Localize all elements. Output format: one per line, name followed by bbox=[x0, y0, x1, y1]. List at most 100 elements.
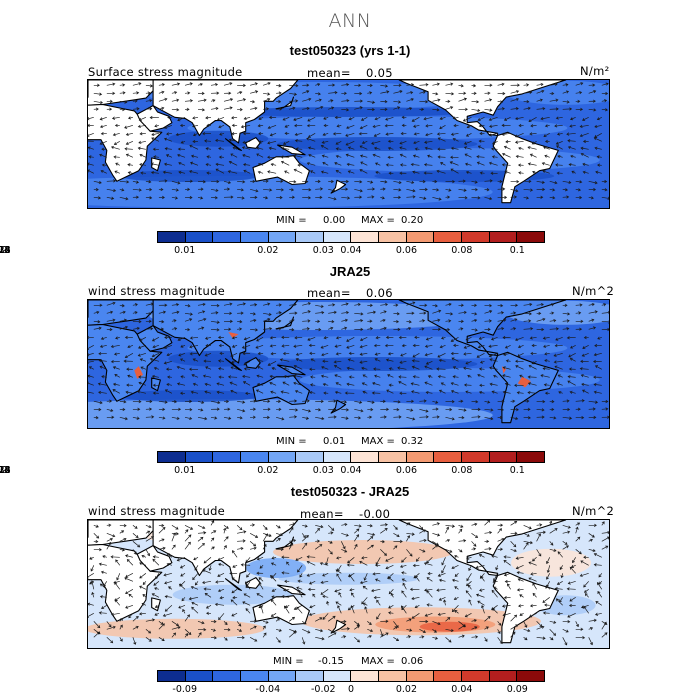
wind-arrow bbox=[323, 391, 329, 395]
wind-arrow bbox=[601, 407, 609, 411]
wind-arrow bbox=[301, 533, 306, 539]
wind-arrow bbox=[492, 608, 498, 614]
wind-arrow bbox=[176, 382, 186, 386]
wind-arrow bbox=[138, 612, 146, 616]
wind-arrow bbox=[193, 556, 199, 561]
wind-arrow bbox=[184, 328, 191, 332]
wind-arrow bbox=[140, 171, 146, 175]
wind-arrow bbox=[458, 97, 468, 102]
wind-arrow bbox=[479, 383, 485, 387]
wind-arrow bbox=[588, 548, 596, 553]
wind-arrow bbox=[210, 416, 218, 420]
wind-arrow bbox=[263, 188, 273, 192]
wind-arrow bbox=[432, 92, 439, 96]
wind-arrow bbox=[210, 628, 217, 632]
panel-1-min-label: MIN = bbox=[276, 215, 307, 226]
wind-arrow bbox=[250, 619, 257, 623]
wind-arrow bbox=[237, 311, 244, 315]
wind-arrow bbox=[528, 364, 537, 370]
wind-arrow bbox=[458, 539, 467, 543]
wind-arrow bbox=[374, 358, 381, 362]
wind-arrow bbox=[139, 153, 147, 158]
wind-arrow bbox=[232, 564, 238, 568]
wind-arrow bbox=[189, 352, 199, 356]
wind-arrow bbox=[119, 637, 123, 642]
wind-arrow bbox=[354, 408, 364, 413]
wind-arrow bbox=[419, 529, 426, 534]
wind-arrow bbox=[164, 595, 172, 599]
wind-arrow bbox=[562, 545, 569, 550]
wind-arrow bbox=[223, 527, 227, 534]
wind-arrow bbox=[510, 195, 518, 199]
wind-arrow bbox=[258, 140, 264, 144]
wind-arrow bbox=[593, 553, 602, 558]
wind-arrow bbox=[359, 344, 368, 349]
wind-arrow bbox=[523, 416, 531, 420]
wind-arrow bbox=[119, 83, 126, 87]
wind-arrow bbox=[237, 180, 246, 184]
wind-arrow bbox=[315, 327, 322, 332]
colorbar-swatch bbox=[158, 452, 186, 462]
wind-vector-field bbox=[88, 301, 609, 421]
wind-arrow bbox=[419, 303, 428, 307]
wind-arrow bbox=[601, 415, 609, 419]
wind-arrow bbox=[367, 544, 374, 550]
wind-arrow bbox=[237, 320, 243, 324]
wind-arrow bbox=[348, 375, 355, 379]
wind-arrow bbox=[163, 162, 172, 166]
wind-arrow bbox=[432, 407, 439, 411]
wind-arrow bbox=[223, 525, 229, 529]
coastline-americas_n bbox=[398, 80, 567, 137]
wind-arrow bbox=[158, 523, 165, 528]
wind-arrow bbox=[562, 541, 568, 545]
wind-arrow bbox=[315, 179, 321, 184]
wind-arrow bbox=[282, 140, 290, 145]
wind-arrow bbox=[348, 116, 355, 121]
wind-arrow bbox=[406, 399, 415, 403]
colorbar-tick-label: 0.16 bbox=[0, 465, 11, 476]
wind-arrow bbox=[601, 196, 609, 200]
wind-arrow bbox=[536, 302, 544, 307]
wind-arrow bbox=[451, 564, 459, 570]
wind-arrow bbox=[267, 360, 277, 366]
wind-arrow bbox=[138, 375, 146, 379]
wind-arrow bbox=[132, 107, 140, 111]
panel-3-title: test050323 - JRA25 bbox=[290, 484, 410, 499]
wind-arrow bbox=[284, 170, 290, 174]
wind-arrow bbox=[346, 382, 355, 386]
wind-arrow bbox=[258, 116, 264, 120]
wind-arrow bbox=[245, 557, 251, 563]
wind-arrow bbox=[93, 326, 102, 330]
wind-arrow bbox=[301, 637, 306, 645]
wind-arrow bbox=[401, 605, 407, 614]
wind-arrow bbox=[308, 153, 316, 158]
wind-arrow bbox=[242, 381, 251, 386]
wind-arrow bbox=[249, 636, 258, 642]
wind-arrow bbox=[401, 123, 407, 127]
wind-arrow bbox=[562, 319, 570, 323]
wind-arrow bbox=[546, 565, 551, 574]
colorbar-tick-label: 0.18 bbox=[0, 465, 11, 476]
wind-arrow bbox=[249, 532, 259, 538]
wind-arrow bbox=[412, 343, 420, 348]
wind-arrow bbox=[588, 627, 594, 631]
wind-arrow bbox=[320, 589, 329, 595]
wind-arrow bbox=[126, 383, 133, 387]
wind-arrow bbox=[276, 188, 284, 192]
wind-arrow bbox=[346, 336, 355, 342]
wind-arrow bbox=[250, 407, 257, 411]
panel-3-map bbox=[87, 519, 610, 649]
colorbar-swatch bbox=[323, 232, 352, 242]
wind-arrow bbox=[497, 528, 502, 534]
colorbar-swatch bbox=[489, 452, 518, 462]
wind-arrow bbox=[497, 399, 505, 403]
wind-arrow bbox=[562, 524, 571, 529]
wind-arrow bbox=[327, 615, 336, 622]
wind-arrow bbox=[575, 180, 583, 184]
wind-arrow bbox=[549, 416, 557, 420]
wind-arrow bbox=[93, 400, 103, 405]
wind-arrow bbox=[132, 188, 142, 192]
wind-arrow bbox=[276, 195, 283, 200]
wind-arrow bbox=[171, 196, 179, 200]
coastline-japan bbox=[275, 536, 295, 550]
